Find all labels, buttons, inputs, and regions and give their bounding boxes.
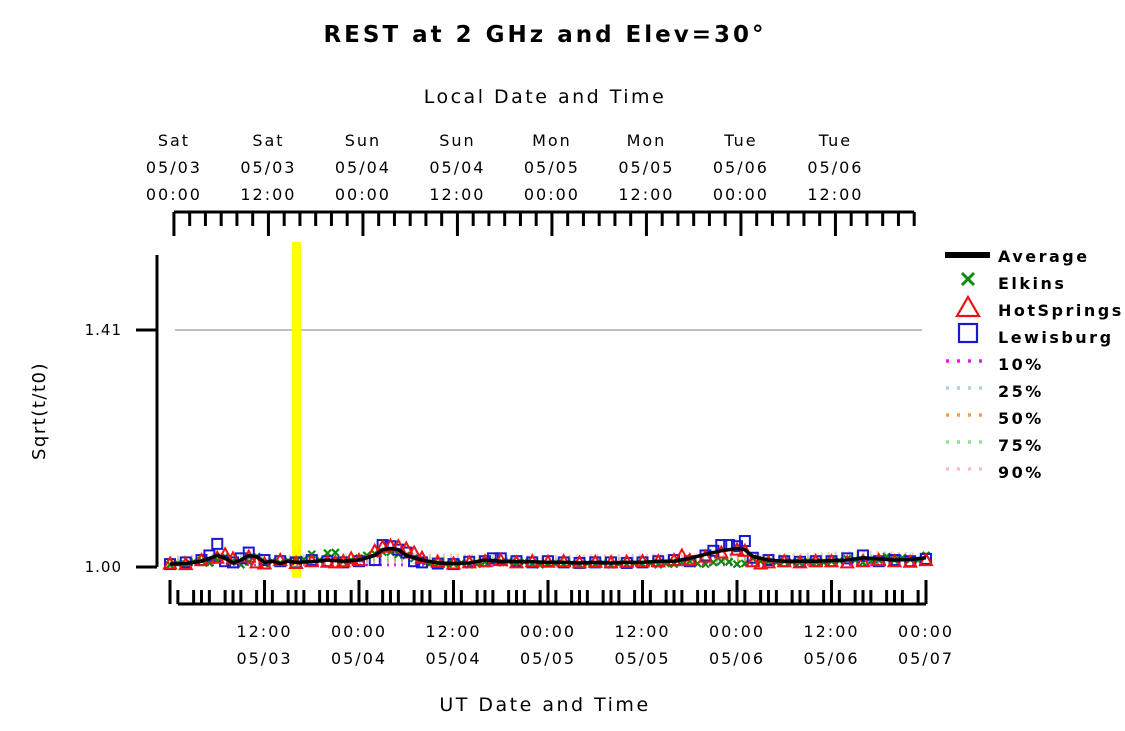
bottom-tick-date: 05/07 (898, 649, 954, 668)
top-tick-day: Tue (818, 131, 852, 150)
top-tick-time: 12:00 (807, 185, 863, 204)
legend-label: 90% (998, 463, 1044, 482)
bottom-tick-time: 12:00 (803, 622, 859, 641)
top-tick-day: Tue (723, 131, 757, 150)
lewisburg-point (857, 549, 869, 562)
bottom-tick-date: 05/03 (236, 649, 292, 668)
top-tick-time: 12:00 (618, 185, 674, 204)
bottom-tick-time: 00:00 (520, 622, 576, 641)
hotsprings-point (382, 537, 399, 552)
highlight-bar (292, 242, 301, 578)
top-tick-date: 05/03 (240, 158, 296, 177)
lewisburg-point (242, 546, 255, 559)
hotsprings-point (745, 553, 761, 568)
top-tick-date: 05/06 (713, 158, 769, 177)
hotsprings-point (343, 550, 359, 565)
bottom-tick-time: 12:00 (236, 622, 292, 641)
elkins-point (331, 548, 340, 557)
bottom-tick-time: 12:00 (425, 622, 481, 641)
bottom-tick-time: 12:00 (614, 622, 670, 641)
top-tick-time: 00:00 (713, 185, 769, 204)
legend-label: 75% (998, 436, 1044, 455)
top-tick-day: Mon (627, 131, 667, 150)
hotsprings-point (414, 549, 430, 564)
top-tick-date: 05/06 (807, 158, 863, 177)
bottom-tick-date: 05/06 (709, 649, 765, 668)
elkins-point (716, 556, 726, 566)
top-tick-time: 12:00 (429, 185, 485, 204)
bottom-tick-date: 05/06 (803, 649, 859, 668)
legend-label: Elkins (998, 274, 1066, 293)
legend-label: 25% (998, 382, 1044, 401)
bottom-tick-time: 00:00 (898, 622, 954, 641)
legend-label: 50% (998, 409, 1044, 428)
top-tick-date: 05/03 (146, 158, 202, 177)
legend-lewisburg-swatch (957, 322, 979, 344)
top-tick-time: 00:00 (335, 185, 391, 204)
bottom-tick-time: 00:00 (331, 622, 387, 641)
legend-label: HotSprings (998, 301, 1124, 320)
chart-title: REST at 2 GHz and Elev=30° (323, 22, 766, 48)
y-axis: 1.00 1.41 (85, 255, 159, 576)
bottom-tick-date: 05/05 (520, 649, 576, 668)
top-tick-date: 05/05 (618, 158, 674, 177)
legend-hotsprings-swatch (955, 294, 981, 318)
top-tick-day: Sun (439, 131, 475, 150)
top-tick-day: Sat (158, 131, 190, 150)
top-tick-date: 05/04 (429, 158, 485, 177)
elkins-point (724, 557, 734, 567)
bottom-tick-time: 00:00 (709, 622, 765, 641)
hotsprings-point (855, 553, 871, 568)
top-tick-time: 00:00 (146, 185, 202, 204)
legend-label: Lewisburg (998, 328, 1114, 347)
y-tick-label: 1.41 (85, 321, 122, 339)
top-tick-date: 05/04 (335, 158, 391, 177)
top-tick-time: 00:00 (524, 185, 580, 204)
top-x-axis-label: Local Date and Time (424, 86, 667, 108)
bottom-tick-date: 05/04 (331, 649, 387, 668)
average-line (169, 546, 927, 566)
legend-label: Average (998, 247, 1090, 266)
top-tick-date: 05/05 (524, 158, 580, 177)
top-tick-time: 12:00 (240, 185, 296, 204)
y-axis-label: Sqrt(t/t0) (29, 362, 50, 460)
top-tick-day: Sun (345, 131, 381, 150)
top-tick-day: Sat (252, 131, 284, 150)
hotsprings-point (248, 554, 265, 569)
plot-area (162, 242, 934, 578)
elkins-point (732, 559, 742, 569)
x-axis-label: UT Date and Time (439, 694, 650, 716)
legend: Average Elkins HotSprings Lewisburg 10% 25% 50… (945, 247, 1124, 482)
top-x-axis: Sat 05/03 00:00 Sat 05/03 12:00 Sun 05/04 00:00 S… (146, 131, 916, 236)
bottom-tick-date: 05/04 (425, 649, 481, 668)
lewisburg-point (211, 537, 224, 550)
hotsprings-point (752, 555, 769, 570)
legend-label: 10% (998, 355, 1044, 374)
bottom-tick-date: 05/05 (614, 649, 670, 668)
top-tick-day: Mon (532, 131, 572, 150)
bottom-x-axis: 12:00 05/03 00:00 05/04 12:00 05/04 00:00 05/05… (168, 580, 954, 668)
y-tick-label: 1.00 (85, 558, 122, 576)
legend-elkins-swatch (960, 271, 976, 287)
